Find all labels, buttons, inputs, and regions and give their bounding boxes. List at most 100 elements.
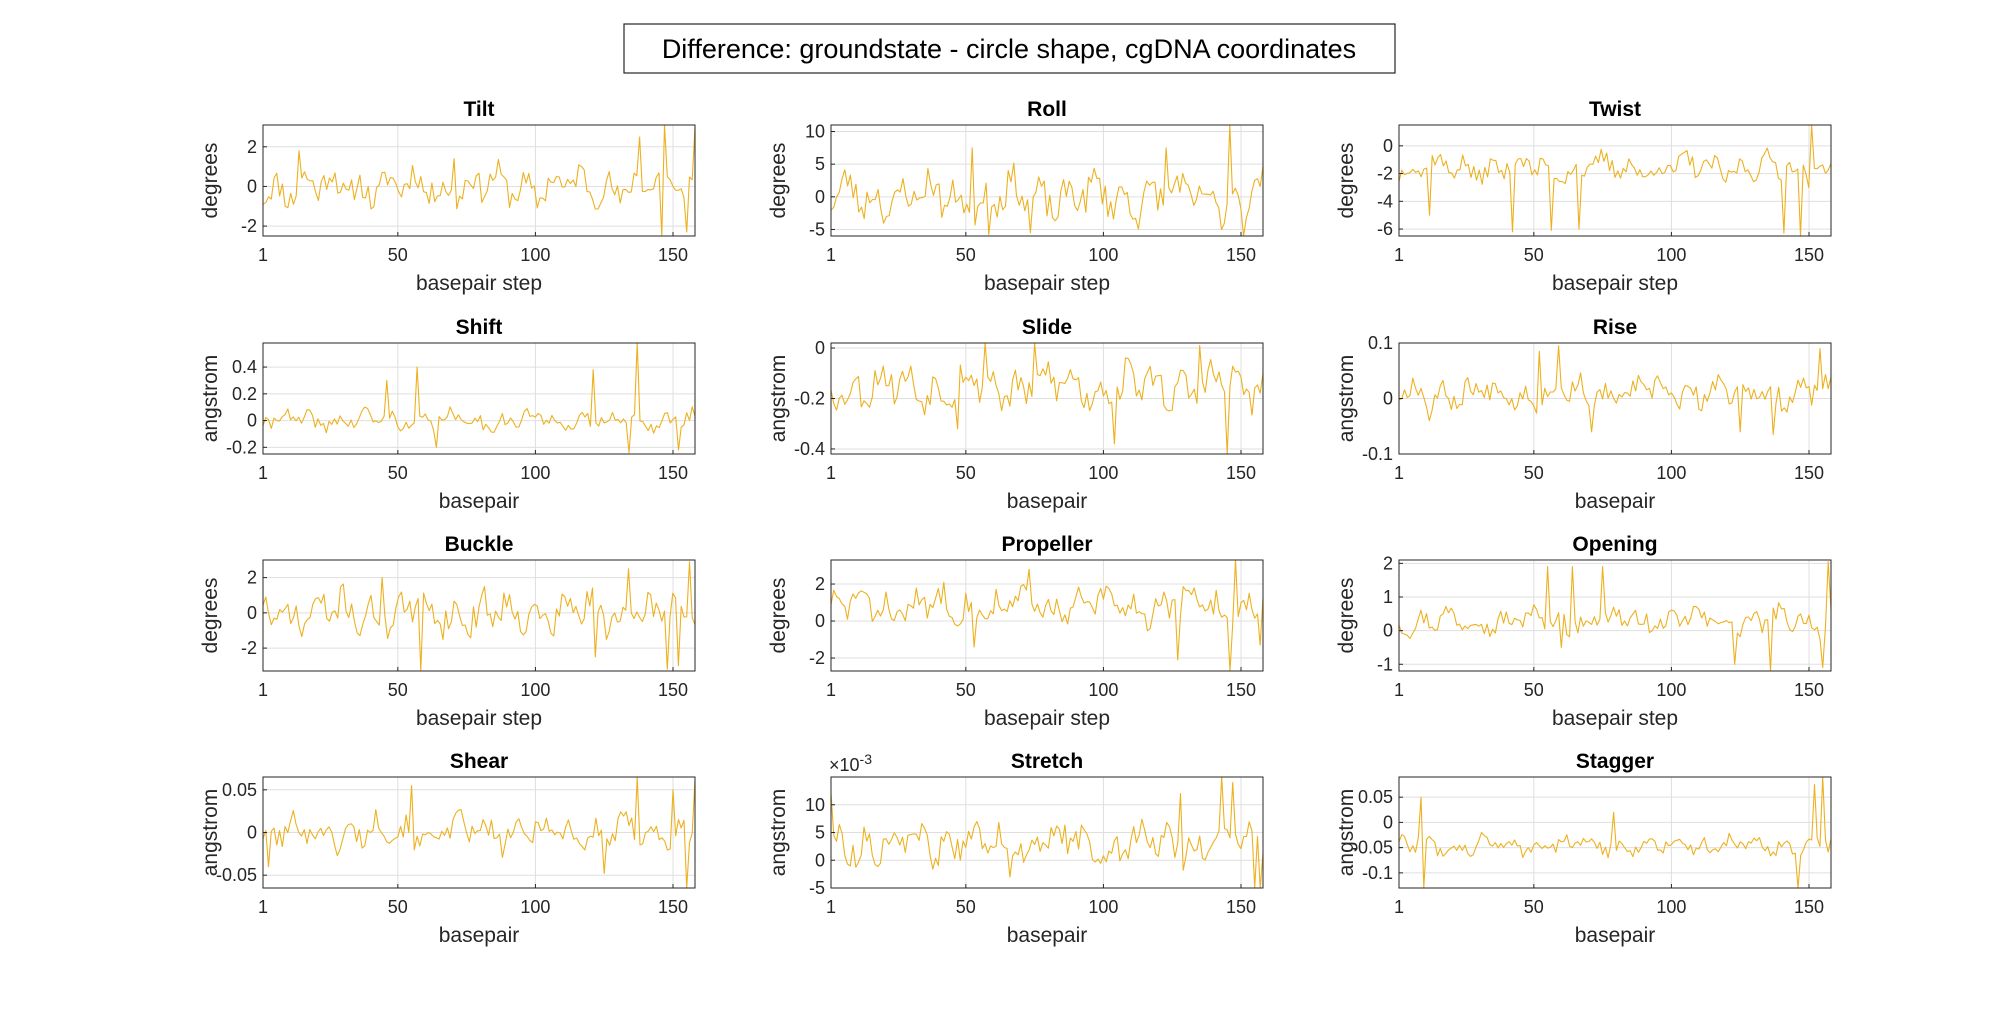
plot-area <box>263 343 695 454</box>
y-tick-label: -2 <box>1377 164 1393 184</box>
y-tick-label: -0.2 <box>226 437 257 457</box>
x-tick-label: 1 <box>258 245 268 265</box>
subplot-title: Twist <box>1589 98 1641 121</box>
subplot-title: Propeller <box>1001 533 1092 556</box>
series-line-stretch <box>831 777 1263 888</box>
plot-area <box>831 125 1263 236</box>
x-axis-label: basepair step <box>984 707 1110 730</box>
x-tick-label: 100 <box>1088 463 1118 483</box>
x-tick-label: 100 <box>1656 463 1686 483</box>
y-tick-label: -2 <box>241 638 257 658</box>
y-axis-label: angstrom <box>767 789 790 877</box>
x-tick-label: 150 <box>1794 463 1824 483</box>
x-tick-label: 1 <box>1394 897 1404 917</box>
x-tick-label: 50 <box>388 897 408 917</box>
y-tick-label: -0.4 <box>794 439 825 459</box>
subplot-shift: 1 50 100 150-0.200.20.4Shiftbasepairangstro… <box>199 316 696 513</box>
series-line-roll <box>831 125 1263 236</box>
y-tick-label: -0.2 <box>794 389 825 409</box>
x-axis-label: basepair <box>1007 924 1088 947</box>
series-line-propeller <box>831 560 1263 671</box>
series-line-buckle <box>263 561 695 671</box>
subplot-title: Roll <box>1027 98 1067 121</box>
y-tick-label: -1 <box>1377 654 1393 674</box>
x-tick-label: 100 <box>520 245 550 265</box>
x-tick-label: 150 <box>1794 897 1824 917</box>
y-tick-label: 0 <box>247 603 257 623</box>
y-tick-label: 0 <box>1383 621 1393 641</box>
x-tick-label: 50 <box>1524 897 1544 917</box>
y-tick-label: 5 <box>815 823 825 843</box>
y-tick-label: 0.05 <box>1358 787 1393 807</box>
subplot-title: Stagger <box>1576 750 1654 773</box>
y-axis-label: degrees <box>199 143 222 219</box>
x-tick-label: 50 <box>388 245 408 265</box>
x-axis-label: basepair step <box>1552 707 1678 730</box>
x-tick-label: 50 <box>388 463 408 483</box>
x-tick-label: 100 <box>1088 680 1118 700</box>
y-tick-label: 1 <box>1383 587 1393 607</box>
x-tick-label: 150 <box>658 245 688 265</box>
x-tick-label: 1 <box>1394 463 1404 483</box>
x-tick-label: 100 <box>1656 680 1686 700</box>
y-tick-label: -2 <box>241 216 257 236</box>
x-axis-label: basepair <box>1007 490 1088 513</box>
x-tick-label: 150 <box>658 897 688 917</box>
y-tick-label: 0 <box>815 338 825 358</box>
series-line-rise <box>1399 345 1831 436</box>
x-tick-label: 100 <box>1088 245 1118 265</box>
y-tick-label: 0 <box>1383 389 1393 409</box>
series-line-opening <box>1399 561 1831 671</box>
subplot-title: Shear <box>450 750 508 773</box>
figure-title-group: Difference: groundstate - circle shape, … <box>623 23 1396 74</box>
x-tick-label: 50 <box>956 897 976 917</box>
x-axis-label: basepair step <box>984 272 1110 295</box>
y-tick-label: -5 <box>809 878 825 898</box>
y-tick-label: 0.4 <box>232 357 257 377</box>
y-tick-label: 0.2 <box>232 384 257 404</box>
subplot-title: Slide <box>1022 316 1072 339</box>
plot-area <box>263 560 695 671</box>
subplot-title: Tilt <box>463 98 494 121</box>
series-line-shear <box>263 777 695 888</box>
axes-box <box>262 342 696 455</box>
plot-area <box>263 125 695 236</box>
y-tick-label: -0.05 <box>1352 838 1393 858</box>
x-tick-label: 1 <box>258 680 268 700</box>
x-tick-label: 100 <box>1656 897 1686 917</box>
series-line-twist <box>1399 125 1831 236</box>
y-tick-label: 0.1 <box>1368 333 1393 353</box>
y-tick-label: -0.05 <box>216 865 257 885</box>
axes-box <box>1398 124 1832 237</box>
series-line-slide <box>831 343 1263 454</box>
x-tick-label: 100 <box>1088 897 1118 917</box>
x-axis-label: basepair <box>1575 490 1656 513</box>
y-tick-label: 0 <box>815 187 825 207</box>
y-tick-label: -2 <box>809 648 825 668</box>
x-tick-label: 50 <box>956 680 976 700</box>
axes-box <box>1398 559 1832 672</box>
x-tick-label: 150 <box>1794 245 1824 265</box>
subplot-title: Buckle <box>445 533 514 556</box>
figure-title-box <box>623 23 1396 74</box>
y-tick-label: -5 <box>809 219 825 239</box>
x-tick-label: 50 <box>1524 680 1544 700</box>
x-tick-label: 150 <box>658 680 688 700</box>
subplot-title: Stretch <box>1011 750 1083 773</box>
plot-area <box>1399 125 1831 236</box>
x-axis-label: basepair step <box>1552 272 1678 295</box>
x-tick-label: 1 <box>1394 680 1404 700</box>
x-tick-label: 50 <box>956 245 976 265</box>
y-exponent-label: ×10-3 <box>829 751 872 775</box>
x-tick-label: 100 <box>520 897 550 917</box>
y-tick-label: 2 <box>247 568 257 588</box>
